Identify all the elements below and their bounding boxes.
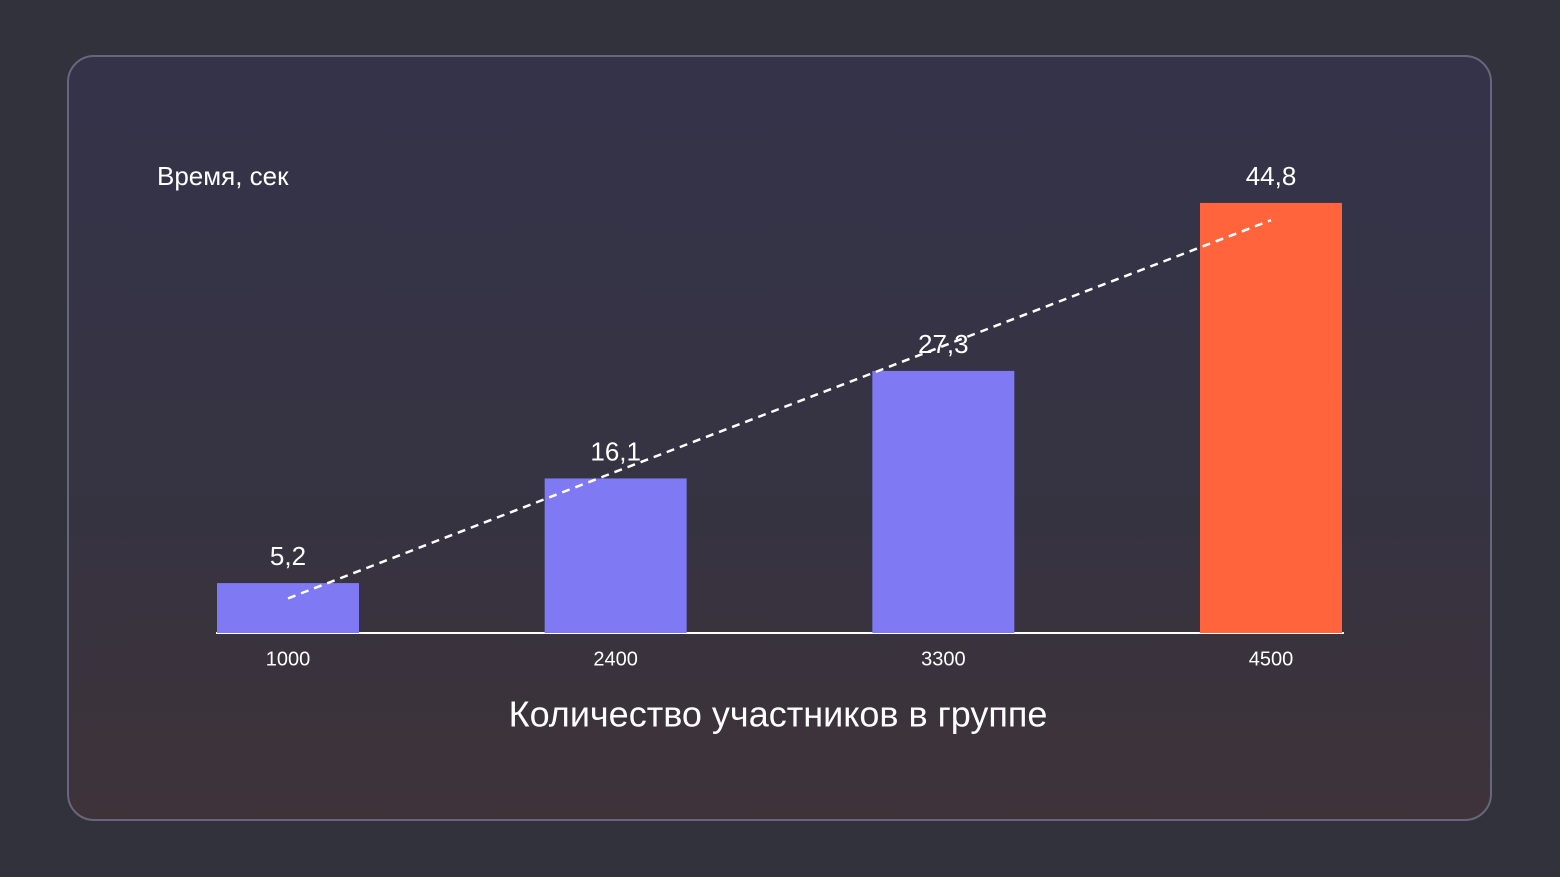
value-label: 27,3 [918,329,969,359]
x-tick-label: 3300 [921,648,966,670]
bar [217,583,359,633]
value-label: 5,2 [270,541,306,571]
value-label: 16,1 [590,436,641,466]
bar [872,370,1015,633]
x-axis-label: Количество участников в группе [509,694,1048,735]
x-tick-label: 1000 [266,648,311,670]
y-axis-label: Время, сек [157,161,289,191]
x-tick-label: 4500 [1249,648,1294,670]
x-tick-label: 2400 [593,648,638,670]
trend-line [287,219,1272,600]
value-label: 44,8 [1246,161,1297,191]
bar [1200,202,1342,634]
bar [544,478,687,633]
card [67,55,1492,821]
